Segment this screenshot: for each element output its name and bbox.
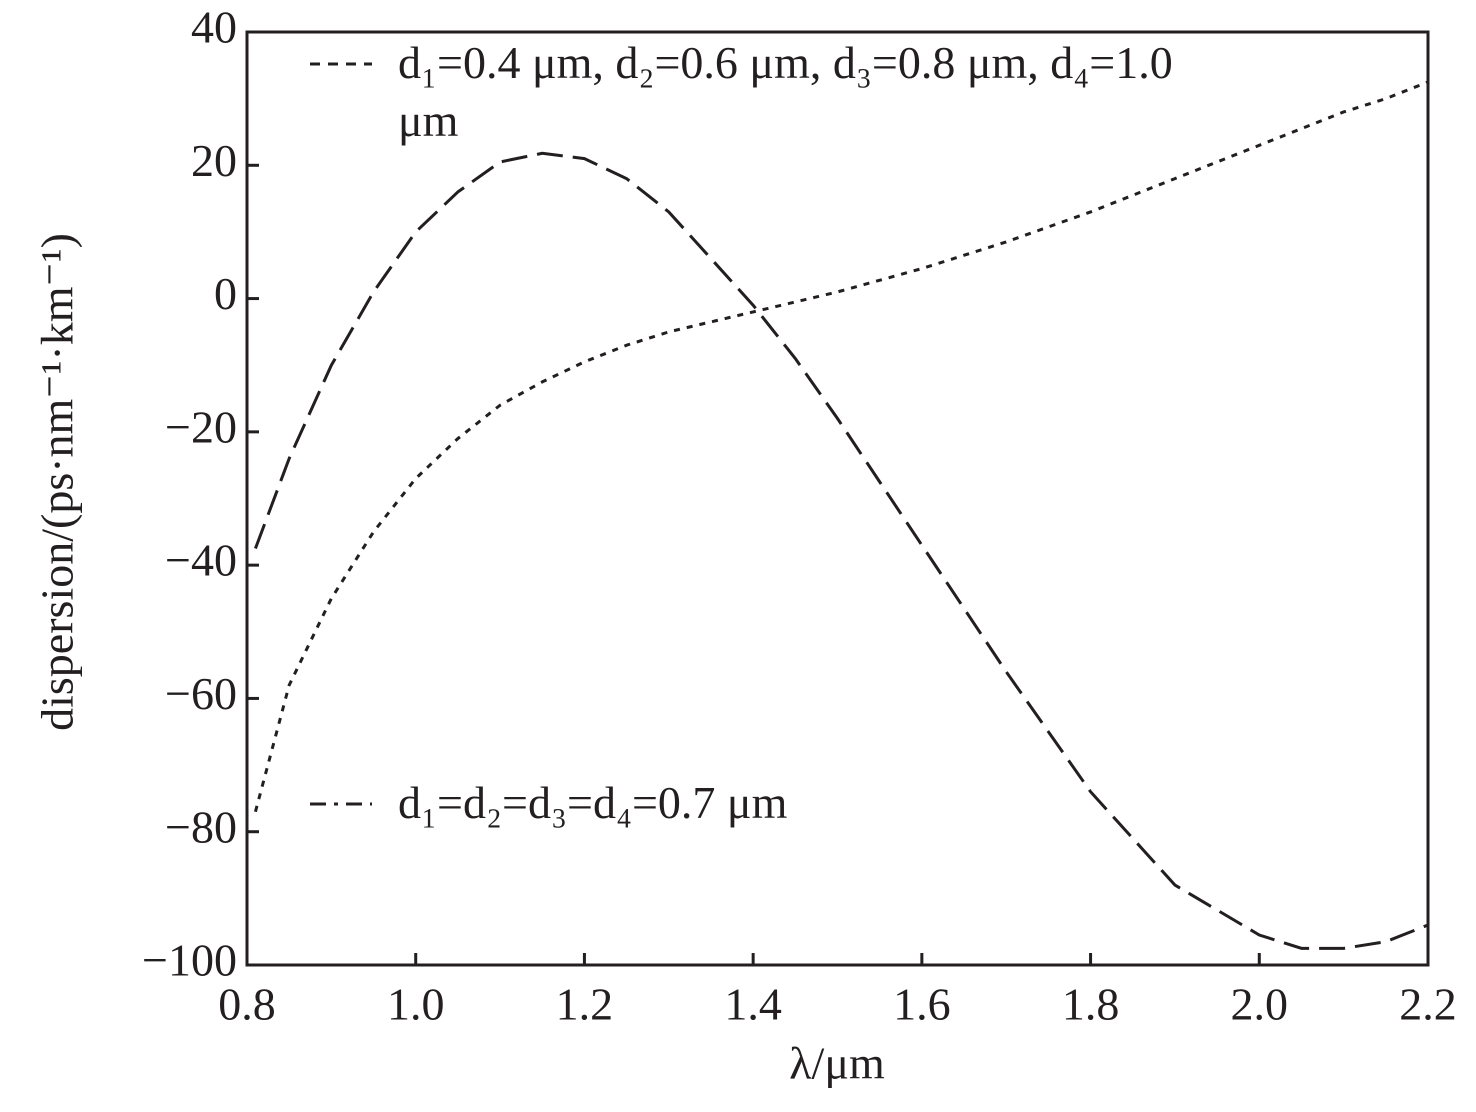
x-tick-label: 1.2 [556, 979, 614, 1030]
x-tick-label: 2.2 [1399, 979, 1457, 1030]
legend-label: d₁=0.4 μm, d₂=0.6 μm, d₃=0.8 μm, d₄=1.0 … [398, 37, 1173, 146]
y-tick-label: −80 [165, 801, 237, 852]
y-tick-label: −60 [165, 668, 237, 719]
y-tick-label: −20 [165, 401, 237, 452]
x-tick-label: 1.8 [1062, 979, 1120, 1030]
y-axis-label: dispersion/(ps·nm⁻¹·km⁻¹) [32, 233, 83, 731]
x-axis-label: λ/μm [789, 1038, 885, 1089]
x-tick-label: 0.8 [218, 979, 276, 1030]
series-line [253, 80, 1429, 813]
x-tick-label: 1.4 [724, 979, 782, 1030]
y-tick-label: 0 [214, 268, 237, 319]
x-tick-label: 1.6 [893, 979, 951, 1030]
plot-frame [245, 30, 1430, 967]
y-tick-label: −100 [142, 935, 237, 986]
x-tick-label: 1.0 [387, 979, 445, 1030]
legend-label: d₁=d₂=d₃=d₄=0.7 μm [398, 777, 788, 828]
x-tick-label: 2.0 [1231, 979, 1289, 1030]
y-tick-label: 40 [191, 2, 237, 53]
y-tick-label: 20 [191, 135, 237, 186]
series-line [254, 151, 1429, 950]
y-tick-label: −40 [165, 535, 237, 586]
